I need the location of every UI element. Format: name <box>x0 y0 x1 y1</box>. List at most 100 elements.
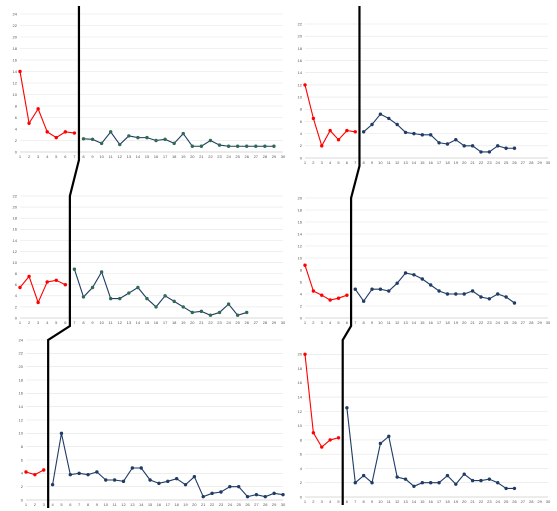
y-tick-label: 22 <box>19 351 24 356</box>
baseline-data-point <box>336 436 341 440</box>
treatment-data-point <box>118 296 122 301</box>
x-tick-label: 9 <box>91 154 94 159</box>
x-tick-label: 29 <box>272 502 277 507</box>
y-tick-label: 2 <box>15 304 18 309</box>
treatment-data-point <box>512 486 517 491</box>
y-tick-label: 18 <box>19 377 24 382</box>
treatment-data-point <box>50 482 55 487</box>
phase-change-line-left <box>47 6 81 508</box>
treatment-data-point <box>370 481 374 485</box>
x-tick-label: 30 <box>546 160 551 165</box>
treatment-data-point <box>387 116 391 121</box>
y-tick-label: 8 <box>300 437 303 442</box>
treatment-data-point <box>281 492 285 497</box>
y-tick-label: 20 <box>298 195 303 200</box>
x-tick-label: 7 <box>73 154 76 159</box>
x-tick-label: 17 <box>437 499 442 504</box>
x-tick-label: 30 <box>546 320 551 325</box>
treatment-data-point <box>226 144 231 148</box>
y-tick-label: 16 <box>19 391 24 396</box>
baseline-data-point <box>27 121 31 125</box>
y-tick-label: 12 <box>298 409 303 414</box>
x-tick-label: 14 <box>412 499 417 504</box>
phase-change-line-right <box>341 6 361 505</box>
treatment-series-line <box>346 407 515 489</box>
baseline-data-point <box>345 293 349 297</box>
treatment-data-point <box>81 295 86 299</box>
x-tick-label: 9 <box>91 320 94 325</box>
treatment-data-point <box>201 494 205 499</box>
x-tick-label: 19 <box>181 320 186 325</box>
baseline-data-point <box>311 116 316 121</box>
x-tick-label: 6 <box>346 499 349 504</box>
y-tick-label: 16 <box>13 227 18 232</box>
x-tick-label: 15 <box>420 499 425 504</box>
x-tick-label: 26 <box>512 499 517 504</box>
baseline-data-point <box>328 438 332 442</box>
x-tick-label: 18 <box>445 160 450 165</box>
x-tick-label: 6 <box>346 320 349 325</box>
treatment-data-point <box>470 144 475 148</box>
x-tick-label: 26 <box>512 320 517 325</box>
y-tick-label: 12 <box>13 80 18 85</box>
x-tick-label: 21 <box>470 499 475 504</box>
treatment-data-point <box>226 302 231 306</box>
treatment-data-point <box>183 482 188 487</box>
x-tick-label: 2 <box>28 320 31 325</box>
treatment-data-point <box>163 294 167 298</box>
x-tick-label: 28 <box>263 154 268 159</box>
treatment-data-point <box>190 310 195 315</box>
treatment-data-point <box>378 287 383 291</box>
y-tick-label: 0 <box>300 155 303 160</box>
y-tick-label: 16 <box>298 380 303 385</box>
x-tick-label: 11 <box>387 320 392 325</box>
x-tick-label: 18 <box>174 502 179 507</box>
x-tick-label: 26 <box>245 502 250 507</box>
x-tick-label: 8 <box>87 502 90 507</box>
treatment-data-point <box>208 313 213 317</box>
y-tick-label: 0 <box>300 315 303 320</box>
x-tick-label: 18 <box>445 320 450 325</box>
x-tick-label: 11 <box>387 499 392 504</box>
baseline-data-point <box>45 130 49 134</box>
treatment-data-point <box>127 134 131 138</box>
baseline-data-point <box>18 69 22 74</box>
x-tick-label: 16 <box>154 154 159 159</box>
treatment-data-point <box>68 472 73 477</box>
y-tick-label: 16 <box>298 58 303 63</box>
treatment-data-point <box>181 131 185 136</box>
baseline-data-point <box>320 293 324 297</box>
treatment-data-point <box>437 289 441 293</box>
treatment-data-point <box>181 305 185 309</box>
baseline-data-point <box>336 138 341 142</box>
y-tick-label: 18 <box>298 46 303 51</box>
x-tick-label: 13 <box>403 320 408 325</box>
x-tick-label: 2 <box>312 320 315 325</box>
y-tick-label: 2 <box>300 480 303 485</box>
x-tick-label: 3 <box>37 320 40 325</box>
treatment-data-point <box>345 406 349 410</box>
y-tick-label: 4 <box>21 471 24 476</box>
x-tick-label: 8 <box>363 499 366 504</box>
x-tick-label: 17 <box>437 160 442 165</box>
x-tick-label: 18 <box>172 154 177 159</box>
treatment-data-point <box>395 281 399 285</box>
treatment-data-point <box>420 277 425 281</box>
treatment-data-point <box>172 299 176 304</box>
treatment-data-point <box>437 481 441 485</box>
baseline-series-line <box>304 84 356 148</box>
x-tick-label: 22 <box>479 160 484 165</box>
x-tick-label: 11 <box>109 154 114 159</box>
x-tick-label: 16 <box>154 320 159 325</box>
y-tick-label: 20 <box>13 34 18 39</box>
treatment-data-point <box>208 138 213 143</box>
x-tick-label: 3 <box>321 499 324 504</box>
x-tick-label: 1 <box>304 320 307 325</box>
x-tick-label: 11 <box>113 502 118 507</box>
x-tick-label: 12 <box>395 320 400 325</box>
x-tick-label: 4 <box>329 320 332 325</box>
treatment-data-point <box>86 472 90 477</box>
